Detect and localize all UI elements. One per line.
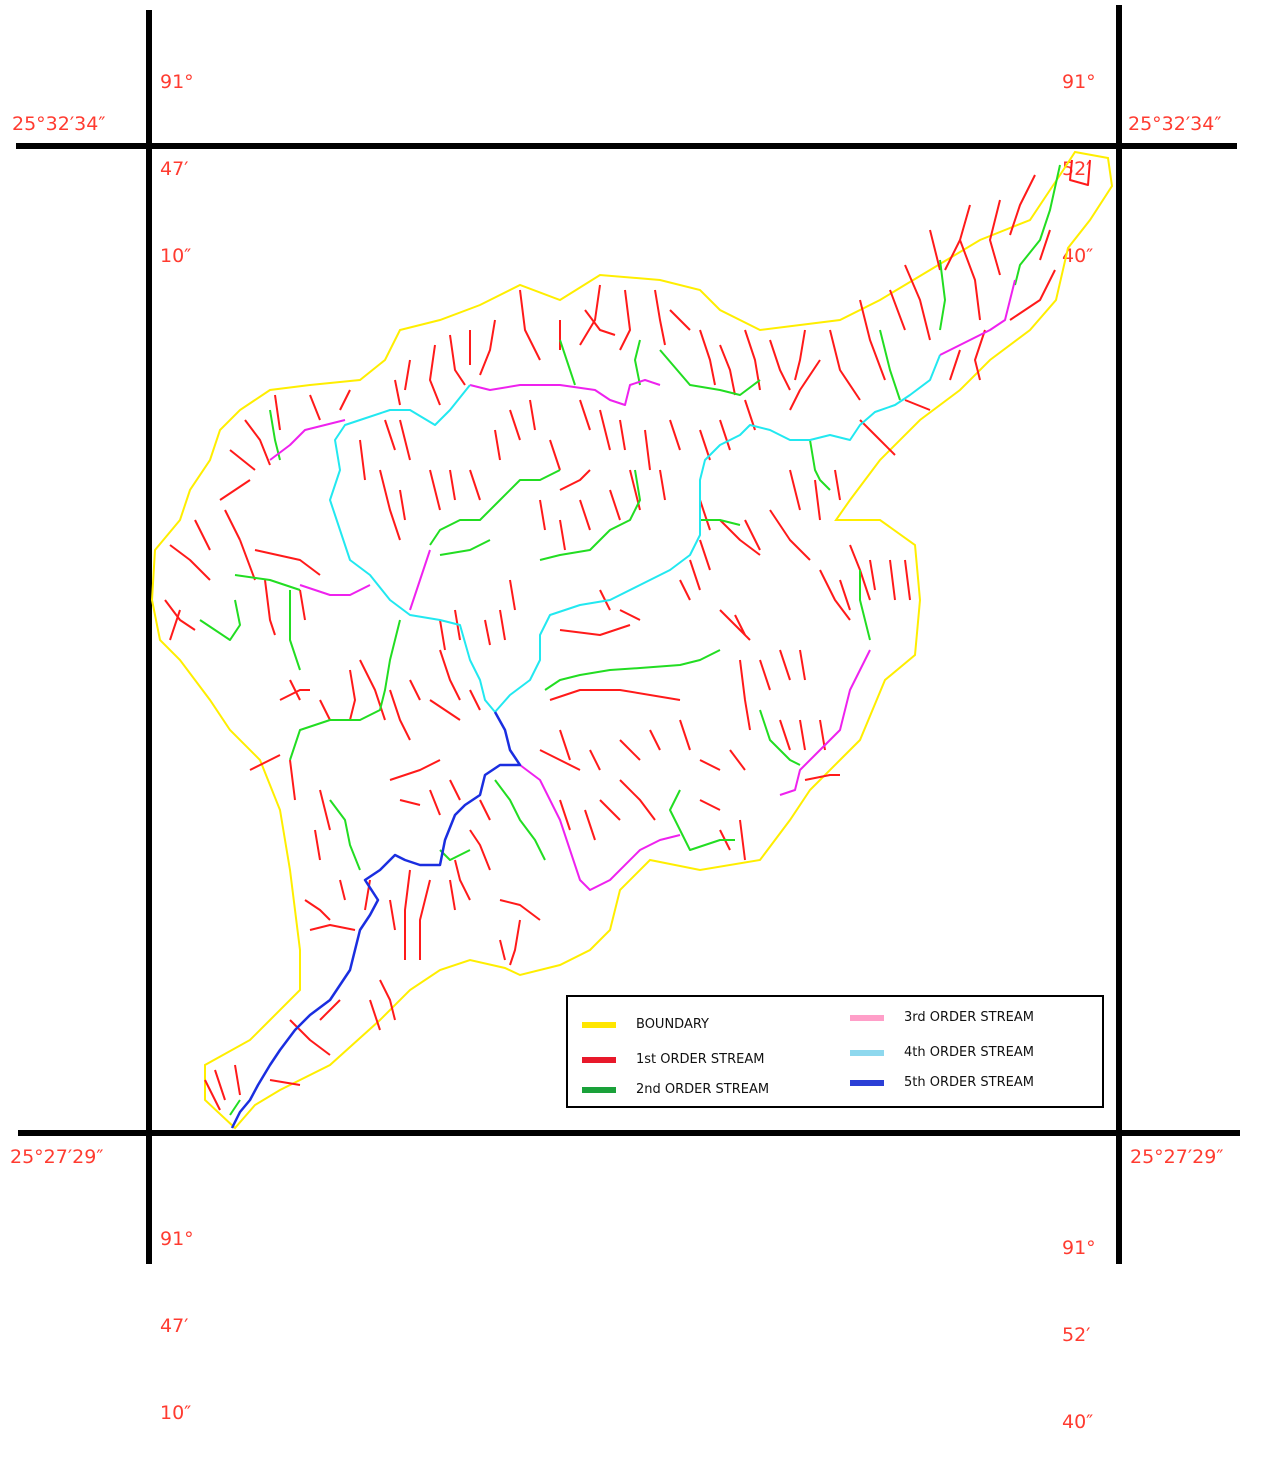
deg: 91° [160, 1228, 194, 1250]
legend-label: 1st ORDER STREAM [636, 1052, 765, 1067]
sec: 40″ [1062, 1411, 1094, 1433]
third-order-streams [269, 279, 1016, 891]
sec: 10″ [160, 1402, 192, 1424]
legend-label: 3rd ORDER STREAM [904, 1010, 1034, 1025]
legend-item-5th-order: 5th ORDER STREAM [850, 1075, 1034, 1090]
deg: 91° [1062, 1237, 1096, 1259]
deg: 91° [1062, 71, 1096, 93]
first-order-streams [164, 159, 1091, 1111]
legend-item-1st-order: 1st ORDER STREAM [582, 1052, 764, 1067]
legend-swatch-2nd-order [582, 1086, 616, 1093]
second-order-streams [199, 164, 1061, 1116]
bottom-left-latitude: 25°27′29″ [10, 1146, 104, 1168]
fifth-order-streams [230, 711, 522, 1129]
legend-swatch-4th-order [850, 1049, 884, 1056]
legend-label: 5th ORDER STREAM [904, 1075, 1034, 1090]
top-right-longitude: 91° 52′ 40″ [1062, 10, 1096, 300]
top-left-latitude: 25°32′34″ [12, 113, 106, 135]
top-right-latitude: 25°32′34″ [1128, 113, 1222, 135]
legend-swatch-5th-order [850, 1079, 884, 1086]
map-legend: BOUNDARY 1st ORDER STREAM 2nd ORDER STRE… [566, 995, 1104, 1108]
min: 52′ [1062, 1324, 1091, 1346]
min: 47′ [160, 158, 189, 180]
sec: 10″ [160, 245, 192, 267]
deg: 91° [160, 71, 194, 93]
legend-item-3rd-order: 3rd ORDER STREAM [850, 1010, 1034, 1025]
legend-label: BOUNDARY [636, 1017, 709, 1032]
sec: 40″ [1062, 245, 1094, 267]
fourth-order-streams [329, 354, 941, 713]
legend-swatch-3rd-order [850, 1014, 884, 1021]
watershed-boundary [150, 150, 1114, 1130]
legend-label: 4th ORDER STREAM [904, 1045, 1034, 1060]
min: 47′ [160, 1315, 189, 1337]
top-left-longitude: 91° 47′ 10″ [160, 10, 194, 300]
map-frame [16, 5, 1240, 1264]
legend-swatch-boundary [582, 1021, 616, 1028]
bottom-right-latitude: 25°27′29″ [1130, 1146, 1224, 1168]
min: 52′ [1062, 158, 1091, 180]
drainage-map [16, 5, 1240, 1264]
legend-item-2nd-order: 2nd ORDER STREAM [582, 1082, 769, 1097]
legend-item-4th-order: 4th ORDER STREAM [850, 1045, 1034, 1060]
legend-label: 2nd ORDER STREAM [636, 1082, 770, 1097]
legend-swatch-1st-order [582, 1056, 616, 1063]
legend-item-boundary: BOUNDARY [582, 1017, 709, 1032]
